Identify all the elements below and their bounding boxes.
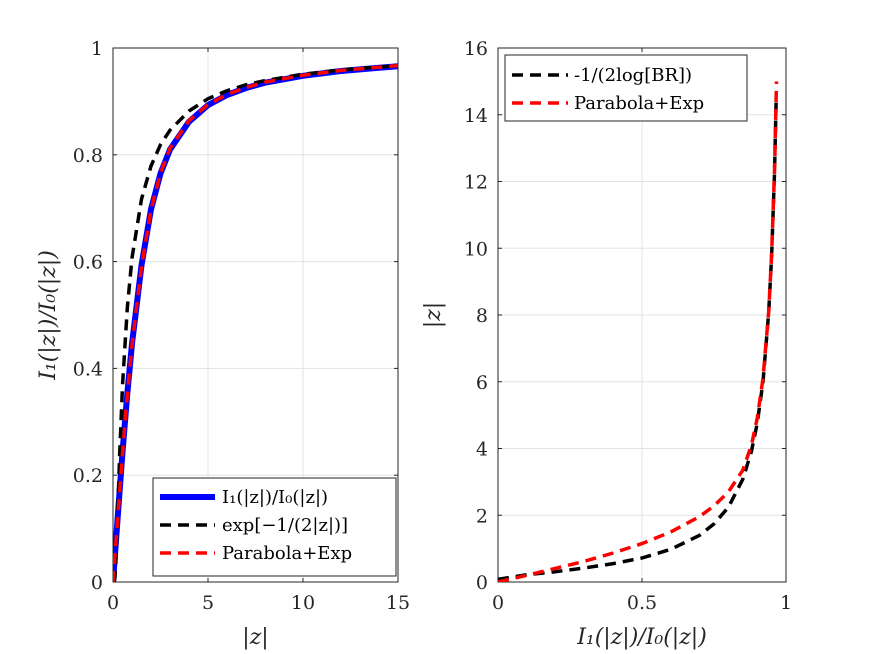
series-group — [113, 63, 398, 582]
y-tick-label: 1 — [91, 38, 103, 60]
x-axis-label: I₁(|z|)/I₀(|z|) — [576, 625, 707, 650]
x-tick-label: 1 — [780, 592, 792, 614]
y-tick-label: 10 — [464, 238, 488, 260]
legend-label-0: -1/(2log[BR]) — [574, 65, 692, 86]
y-tick-label: 16 — [464, 38, 488, 60]
y-axis-label: |z| — [421, 302, 446, 328]
legend-label-0: I₁(|z|)/I₀(|z|) — [222, 487, 328, 508]
x-tick-label: 0.5 — [627, 592, 657, 614]
y-tick-label: 8 — [476, 305, 488, 327]
right-plot: 0 0.5 10246810121416I₁(|z|)/I₀(|z|)|z|-1/(… — [421, 38, 792, 650]
legend-label-1: exp[−1/(2|z|)] — [222, 515, 348, 536]
y-tick-label: 6 — [476, 372, 488, 394]
y-tick-label: 0 — [91, 572, 103, 594]
x-tick-label: 15 — [386, 592, 410, 614]
y-tick-label: 0.6 — [73, 252, 103, 274]
legend-box — [504, 54, 748, 122]
y-tick-label: 4 — [476, 439, 488, 461]
y-tick-label: 0.4 — [73, 358, 103, 380]
y-tick-label: 0.2 — [73, 465, 103, 487]
x-tick-label: 0 — [107, 592, 119, 614]
series-line-2 — [113, 63, 398, 582]
legend-label-1: Parabola+Exp — [574, 93, 704, 114]
y-tick-label: 0.8 — [73, 145, 103, 167]
series-group — [498, 81, 779, 582]
left-plot: 0 5 10 15 0 0.2 0.4 0.6 0.8 1 |z| I₁(|z|)/I₀(|z|) I₁… — [36, 38, 410, 650]
series-line-0 — [498, 98, 778, 582]
x-tick-label: 10 — [291, 592, 315, 614]
y-tick-label: 0 — [476, 572, 488, 594]
series-line-1 — [498, 81, 779, 582]
legend-label-2: Parabola+Exp — [222, 543, 352, 564]
y-tick-label: 14 — [464, 105, 488, 127]
axes-box — [112, 47, 399, 583]
x-tick-label: 0 — [492, 592, 504, 614]
y-tick-label: 2 — [476, 505, 488, 527]
y-tick-label: 12 — [464, 172, 488, 194]
x-tick-label: 5 — [202, 592, 214, 614]
y-axis-label: I₁(|z|)/I₀(|z|) — [36, 250, 61, 381]
x-axis-label: |z| — [242, 625, 268, 650]
